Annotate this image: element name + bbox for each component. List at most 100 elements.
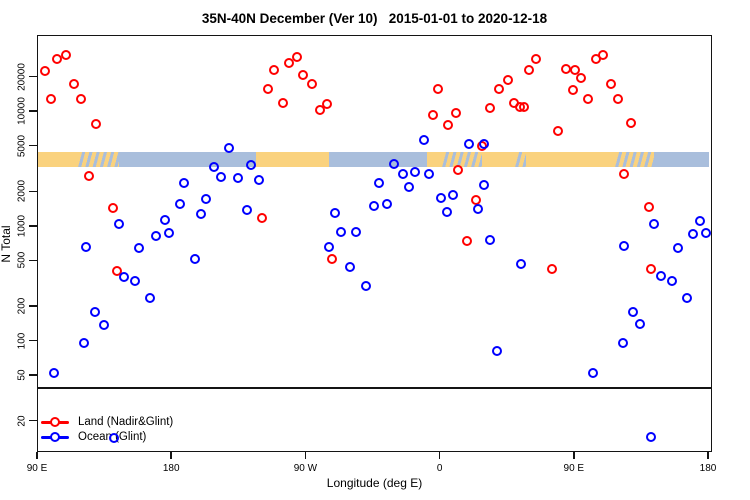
x-tick-label: 90 E (26, 463, 48, 474)
data-point-land (314, 105, 325, 116)
y-tick-label: 2000 (16, 180, 28, 203)
data-point-ocean (478, 138, 489, 149)
data-point-land (568, 84, 579, 95)
data-point-ocean (619, 241, 629, 252)
data-point-ocean (687, 228, 698, 239)
data-point-ocean (410, 166, 421, 177)
data-point-land (613, 94, 624, 105)
y-tick-mark (29, 419, 37, 422)
data-point-ocean (232, 173, 243, 184)
data-point-ocean (241, 205, 252, 216)
data-point-ocean (80, 241, 91, 252)
data-point-ocean (635, 319, 646, 330)
data-point-ocean (223, 142, 234, 153)
data-point-land (46, 94, 57, 105)
data-point-ocean (463, 138, 474, 149)
strip-segment-ocean (328, 152, 428, 167)
data-point-land (453, 165, 464, 176)
y-tick-label: 5000 (16, 134, 28, 157)
strip-segment-land (255, 152, 329, 167)
data-point-ocean (144, 292, 155, 303)
data-point-land (52, 54, 63, 65)
data-point-land (76, 94, 87, 105)
data-point-land (605, 79, 616, 90)
data-point-land (61, 49, 72, 60)
data-point-ocean (656, 270, 667, 281)
data-point-land (292, 51, 303, 62)
data-point-ocean (174, 199, 185, 210)
data-point-ocean (246, 160, 257, 171)
data-point-ocean (335, 227, 346, 238)
data-point-ocean (404, 182, 415, 193)
x-tick-mark (707, 452, 709, 459)
data-point-ocean (441, 207, 452, 218)
data-point-land (107, 203, 118, 214)
y-tick-label: 10000 (16, 97, 28, 126)
data-point-ocean (447, 190, 458, 201)
data-point-ocean (617, 338, 628, 349)
y-tick-mark (29, 110, 37, 112)
x-tick-mark (438, 452, 441, 459)
data-point-land (493, 83, 504, 94)
legend-item: Land (Nadir&Glint) (41, 415, 173, 429)
legend-line-symbol (41, 432, 69, 442)
data-point-land (91, 118, 102, 129)
data-point-land (569, 64, 580, 75)
data-point-ocean (179, 178, 190, 189)
y-tick-label: 20 (16, 415, 28, 427)
data-point-land (256, 212, 267, 223)
data-point-ocean (119, 272, 130, 283)
data-point-ocean (129, 275, 140, 286)
data-point-land (531, 54, 542, 65)
legend-item: Ocean (Glint) (41, 430, 146, 444)
y-tick-mark (29, 259, 37, 262)
strip-segment-land (38, 152, 79, 167)
legend-label: Land (Nadir&Glint) (78, 416, 174, 428)
data-point-ocean (627, 307, 638, 318)
data-point-ocean (648, 218, 659, 229)
strip-segment-mixed (515, 152, 526, 167)
x-tick-label: 180 (162, 463, 180, 474)
y-tick-mark (29, 305, 37, 307)
data-point-land (298, 70, 309, 81)
y-tick-mark (29, 339, 37, 342)
y-tick-mark (29, 144, 37, 147)
y-tick-label: 200 (16, 297, 28, 315)
data-point-land (112, 266, 123, 277)
data-point-land (547, 263, 558, 274)
data-point-ocean (113, 218, 124, 229)
data-point-ocean (134, 242, 145, 253)
data-point-ocean (516, 259, 527, 270)
data-point-ocean (666, 275, 677, 286)
data-point-ocean (472, 204, 483, 215)
data-point-ocean (374, 178, 385, 189)
x-tick-mark (573, 452, 575, 459)
data-point-land (262, 83, 273, 94)
data-point-ocean (381, 199, 392, 210)
data-point-ocean (109, 432, 120, 443)
strip-segment-land (525, 152, 616, 167)
chart-title: 35N-40N December (Ver 10) 2015-01-01 to … (201, 11, 548, 26)
data-point-land (583, 94, 594, 105)
data-point-land (326, 254, 337, 265)
strip-segment-mixed (615, 152, 654, 167)
data-point-ocean (478, 180, 489, 191)
data-point-ocean (208, 162, 219, 173)
data-point-land (645, 263, 656, 274)
strip-segment-mixed (442, 152, 483, 167)
data-point-land (283, 58, 294, 69)
y-tick-label: 1000 (16, 214, 28, 237)
data-point-ocean (329, 208, 340, 219)
y-tick-label: 50 (16, 369, 28, 381)
x-tick-label: 90 E (563, 463, 585, 474)
strip-segment-ocean (118, 152, 256, 167)
data-point-ocean (253, 175, 264, 186)
data-point-land (523, 64, 534, 75)
data-point-land (462, 236, 473, 247)
y-axis-title: N Total (0, 225, 13, 263)
data-point-ocean (49, 368, 60, 379)
data-point-land (619, 168, 629, 179)
data-point-ocean (587, 368, 598, 379)
data-point-ocean (419, 135, 430, 146)
data-point-ocean (323, 241, 334, 252)
